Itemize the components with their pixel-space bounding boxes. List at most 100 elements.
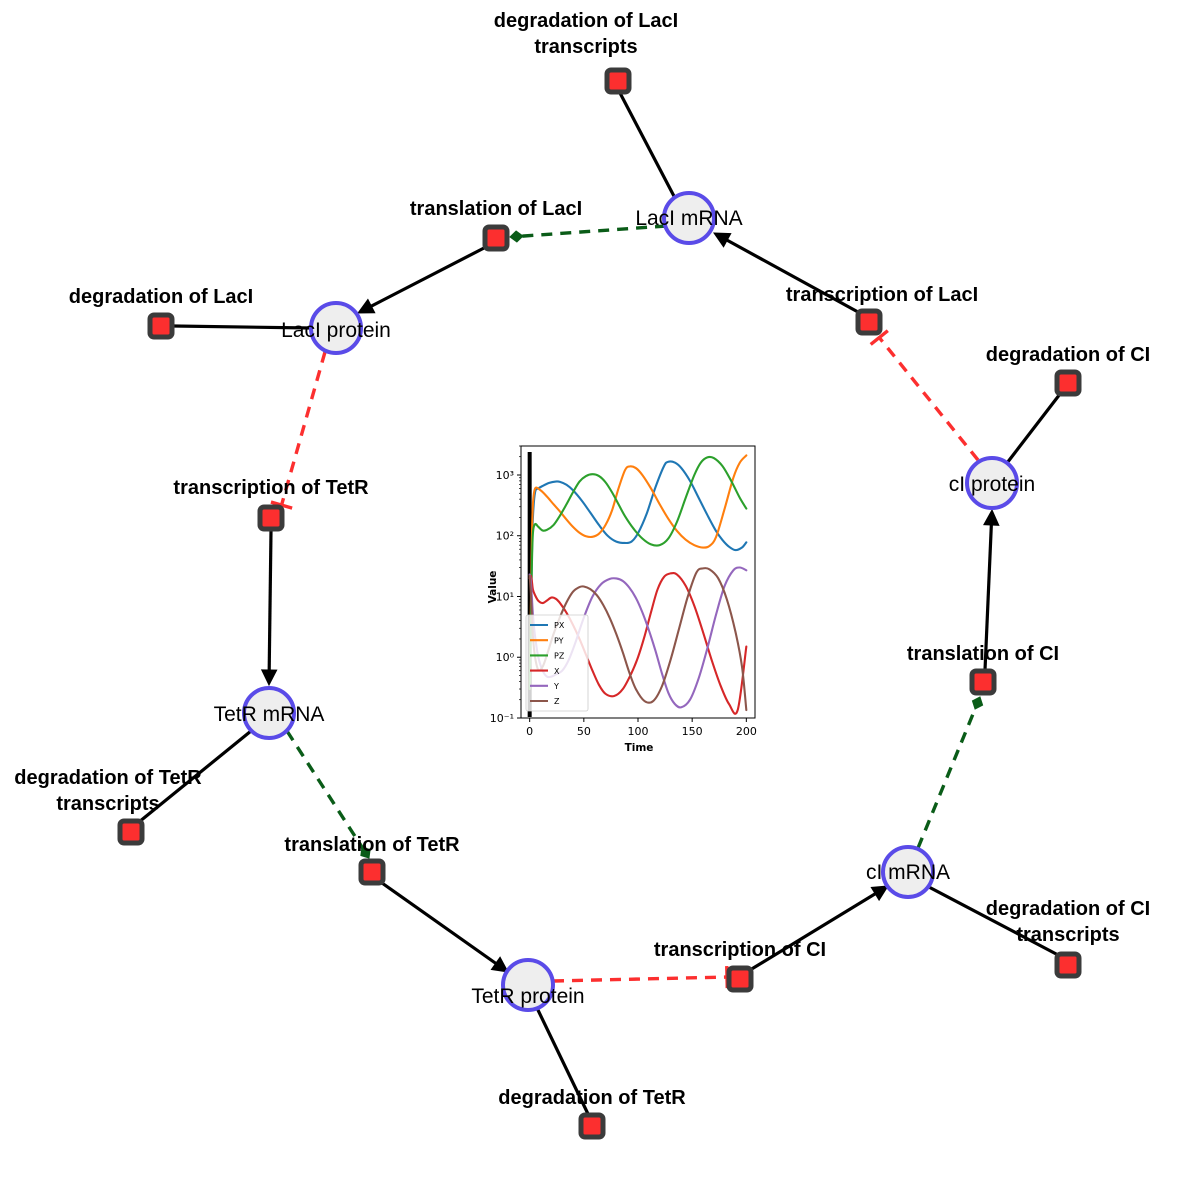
- edge-plain: [926, 884, 1061, 958]
- reaction-square-icon[interactable]: [1054, 951, 1082, 979]
- chart-x-tick-label: 200: [736, 725, 757, 738]
- reaction-node-transcription_laci[interactable]: [855, 308, 883, 336]
- species-label-text: cI protein: [949, 473, 1035, 496]
- reaction-square-icon[interactable]: [147, 312, 175, 340]
- legend-label-PX: PX: [554, 621, 565, 630]
- chart-x-tick-label: 100: [628, 725, 649, 738]
- reaction-label-text: translation of TetR: [284, 834, 460, 856]
- edge-plain: [983, 508, 1000, 671]
- edge-line: [552, 975, 727, 983]
- reaction-label-deg_ci: degradation of CI: [986, 344, 1150, 366]
- chart-x-axis-label: Time: [625, 742, 654, 754]
- edge-plain: [618, 92, 678, 201]
- reaction-square-icon[interactable]: [257, 504, 285, 532]
- reaction-square-icon[interactable]: [969, 668, 997, 696]
- species-label-text: cI mRNA: [866, 861, 950, 884]
- species-node-ci_protein[interactable]: [965, 456, 1019, 510]
- reaction-label-deg_tetr_transcripts: degradation of TetR transcripts: [14, 767, 202, 815]
- reaction-square-icon[interactable]: [578, 1112, 606, 1140]
- edges-layer: [137, 92, 1062, 1117]
- chart-y-tick-label: 10²: [496, 530, 514, 543]
- reaction-node-deg_tetr[interactable]: [578, 1112, 606, 1140]
- species-node-ci_mrna[interactable]: [881, 845, 935, 899]
- reaction-node-transcription_ci[interactable]: [726, 965, 754, 993]
- legend-label-PZ: PZ: [554, 652, 565, 661]
- species-circle-icon[interactable]: [662, 191, 716, 245]
- edge-line: [285, 730, 366, 851]
- edge-line: [267, 530, 273, 673]
- reaction-node-deg_ci_transcripts[interactable]: [1054, 951, 1082, 979]
- species-label-text: LacI mRNA: [635, 207, 742, 230]
- chart-x-tick-label: 150: [682, 725, 703, 738]
- reaction-label-line1: degradation of CI: [986, 898, 1150, 920]
- reaction-label-transcription_laci: transcription of LacI: [786, 284, 978, 306]
- reaction-label-translation_ci: translation of CI: [907, 643, 1059, 665]
- reaction-label-translation_tetr: translation of TetR: [284, 834, 460, 856]
- species-node-laci_mrna[interactable]: [662, 191, 716, 245]
- reaction-label-line2: transcripts: [534, 36, 637, 58]
- edge-catalysis: [285, 730, 371, 859]
- reaction-label-line2: transcripts: [1016, 924, 1119, 946]
- reaction-label-line1: degradation of TetR: [14, 767, 202, 789]
- reaction-square-icon[interactable]: [604, 67, 632, 95]
- species-node-laci_protein[interactable]: [309, 301, 363, 355]
- edge-catalysis: [509, 224, 667, 243]
- legend-label-X: X: [554, 667, 560, 676]
- chart-y-tick-label: 10¹: [496, 590, 514, 603]
- chart-legend: PX PY PZ XYZ: [525, 614, 589, 712]
- reaction-node-deg_laci_transcripts[interactable]: [604, 67, 632, 95]
- reaction-square-icon[interactable]: [726, 965, 754, 993]
- species-circle-icon[interactable]: [309, 301, 363, 355]
- reaction-square-icon[interactable]: [358, 858, 386, 886]
- species-circle-icon[interactable]: [965, 456, 1019, 510]
- edge-line: [749, 891, 878, 972]
- reaction-node-deg_tetr_transcripts[interactable]: [117, 818, 145, 846]
- species-circle-icon[interactable]: [501, 958, 555, 1012]
- reaction-node-translation_ci[interactable]: [969, 668, 997, 696]
- arrowhead-diamond-icon: [971, 696, 984, 710]
- reaction-label-text: degradation of LacI: [69, 286, 253, 308]
- reaction-label-text: transcription of TetR: [173, 477, 369, 499]
- species-label-text: TetR protein: [471, 985, 584, 1008]
- legend-label-PY: PY: [554, 636, 564, 645]
- reaction-node-transcription_tetr[interactable]: [257, 504, 285, 532]
- edge-plain: [137, 729, 253, 824]
- arrowhead-triangle-icon: [713, 232, 732, 248]
- reaction-square-icon[interactable]: [1054, 369, 1082, 397]
- arrowhead-triangle-icon: [490, 956, 509, 973]
- reaction-label-transcription_ci: transcription of CI: [654, 939, 826, 961]
- chart-y-axis-label: Value: [487, 571, 499, 604]
- reaction-label-deg_ci_transcripts: degradation of CI transcripts: [986, 898, 1150, 946]
- edge-line: [724, 237, 859, 314]
- edge-catalysis: [916, 696, 984, 849]
- reaction-label-deg_tetr: degradation of TetR: [498, 1087, 686, 1109]
- edge-plain: [535, 1007, 591, 1117]
- reaction-node-deg_laci[interactable]: [147, 312, 175, 340]
- edge-line: [368, 246, 485, 309]
- reaction-square-icon[interactable]: [482, 224, 510, 252]
- reaction-square-icon[interactable]: [855, 308, 883, 336]
- reaction-node-translation_tetr[interactable]: [358, 858, 386, 886]
- timeseries-inset-chart: 10⁻¹ 10⁰ 10¹ 10² 10³ 0 50 100 150 200 PX PY PZ X Y Z T…: [479, 437, 764, 757]
- species-circle-icon[interactable]: [881, 845, 935, 899]
- species-circle-icon[interactable]: [242, 686, 296, 740]
- reaction-square-icon[interactable]: [117, 818, 145, 846]
- species-node-tetr_mrna[interactable]: [242, 686, 296, 740]
- reaction-label-text: degradation of TetR: [498, 1087, 686, 1109]
- edge-inhibition: [869, 329, 980, 462]
- edge-plain: [1005, 393, 1062, 464]
- species-node-tetr_protein[interactable]: [501, 958, 555, 1012]
- chart-x-tick-label: 0: [526, 725, 533, 738]
- edge-line: [519, 224, 667, 238]
- reaction-label-text: transcription of CI: [654, 939, 826, 961]
- species-label-text: LacI protein: [281, 319, 391, 342]
- reaction-node-translation_laci[interactable]: [482, 224, 510, 252]
- reaction-label-deg_laci_transcripts: degradation of LacI transcripts: [494, 10, 678, 58]
- reaction-node-deg_ci[interactable]: [1054, 369, 1082, 397]
- edge-line: [916, 705, 978, 849]
- chart-legend-box: [525, 614, 589, 712]
- chart-series-line-PX: [528, 460, 748, 691]
- edge-plain: [713, 232, 859, 314]
